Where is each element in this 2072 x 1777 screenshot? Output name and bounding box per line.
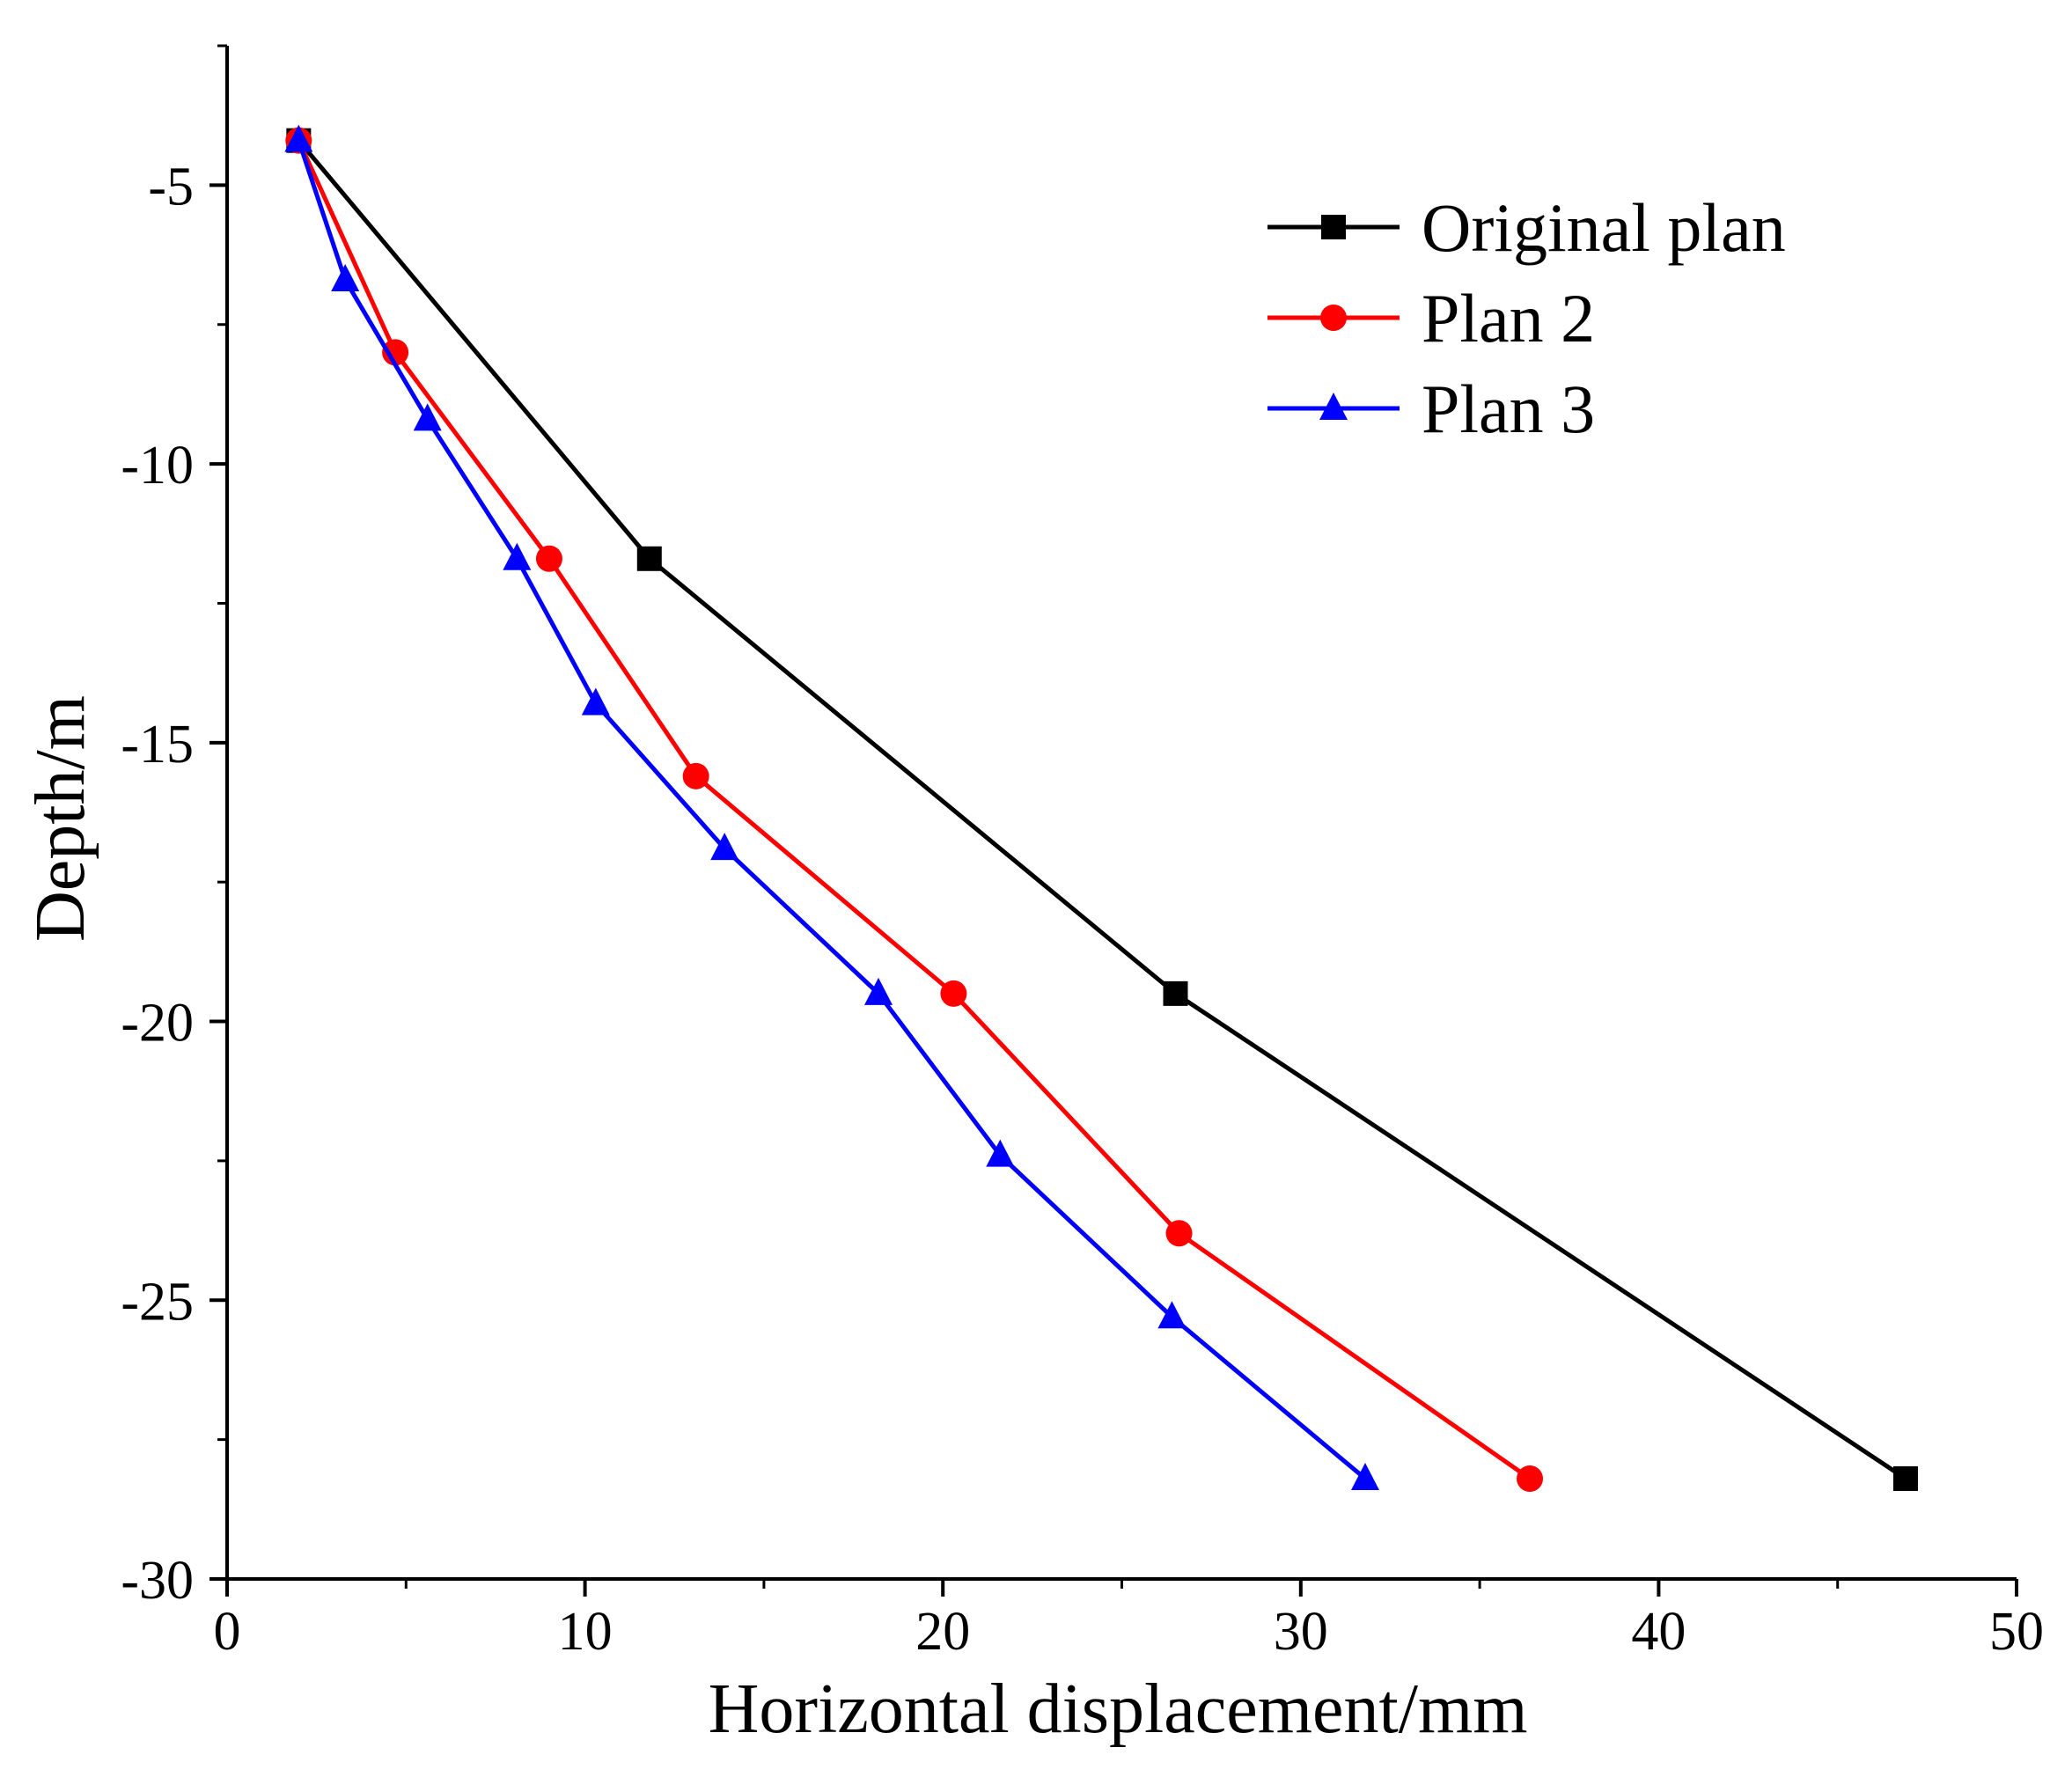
series-1 [286, 128, 1918, 1491]
legend-label: Plan 2 [1422, 280, 1595, 356]
x-tick-label: 20 [915, 1602, 970, 1662]
y-tick-label: -10 [121, 436, 194, 496]
x-axis-title: Horizontal displacement/mm [709, 1671, 1528, 1748]
data-point [1163, 980, 1188, 1006]
data-point [581, 687, 610, 716]
y-axis-title: Depth/m [22, 695, 99, 942]
legend-item: Plan 2 [1267, 280, 1595, 356]
y-tick-label: -20 [121, 994, 194, 1054]
series-2 [285, 127, 1544, 1492]
x-axis-ticks: 0 10 20 30 40 50 [214, 1579, 2044, 1662]
y-tick-label: -30 [121, 1551, 194, 1611]
data-point [986, 1139, 1015, 1167]
series-line [297, 139, 1907, 1481]
data-point [331, 264, 360, 292]
legend-label: Original plan [1422, 189, 1786, 266]
y-axis-ticks: -5 -10 -15 -20 -25 -30 [121, 44, 227, 1611]
y-tick-label: -15 [121, 715, 194, 775]
legend-item: Original plan [1267, 189, 1786, 266]
legend: Original plan Plan 2 Plan 3 [1267, 189, 1786, 447]
series-layer [284, 124, 1918, 1492]
data-point [284, 124, 313, 152]
data-point [682, 762, 709, 789]
data-point [503, 542, 532, 570]
data-point [710, 833, 739, 861]
data-point [636, 546, 662, 571]
data-point [940, 980, 967, 1007]
x-tick-label: 0 [214, 1602, 241, 1662]
legend-label: Plan 3 [1422, 371, 1595, 447]
data-point [1517, 1465, 1544, 1492]
x-tick-label: 30 [1274, 1602, 1328, 1662]
data-point [413, 403, 442, 431]
data-point [1350, 1462, 1379, 1490]
legend-marker [1319, 393, 1348, 420]
x-tick-label: 40 [1631, 1602, 1686, 1662]
data-point [535, 545, 562, 572]
legend-marker [1320, 305, 1347, 331]
x-tick-label: 50 [1989, 1602, 2044, 1662]
y-tick-label: -5 [148, 157, 194, 217]
data-point [1157, 1301, 1187, 1329]
series-line [297, 139, 1532, 1481]
series-3 [284, 124, 1379, 1490]
legend-marker [1321, 215, 1346, 239]
x-tick-label: 10 [558, 1602, 613, 1662]
y-tick-label: -25 [121, 1272, 194, 1332]
data-point [1165, 1220, 1193, 1247]
data-point [382, 339, 409, 366]
data-point [864, 977, 893, 1005]
series-line [296, 139, 1367, 1480]
legend-item: Plan 3 [1267, 371, 1595, 447]
axes [225, 46, 2017, 1581]
data-point [1892, 1465, 1918, 1491]
